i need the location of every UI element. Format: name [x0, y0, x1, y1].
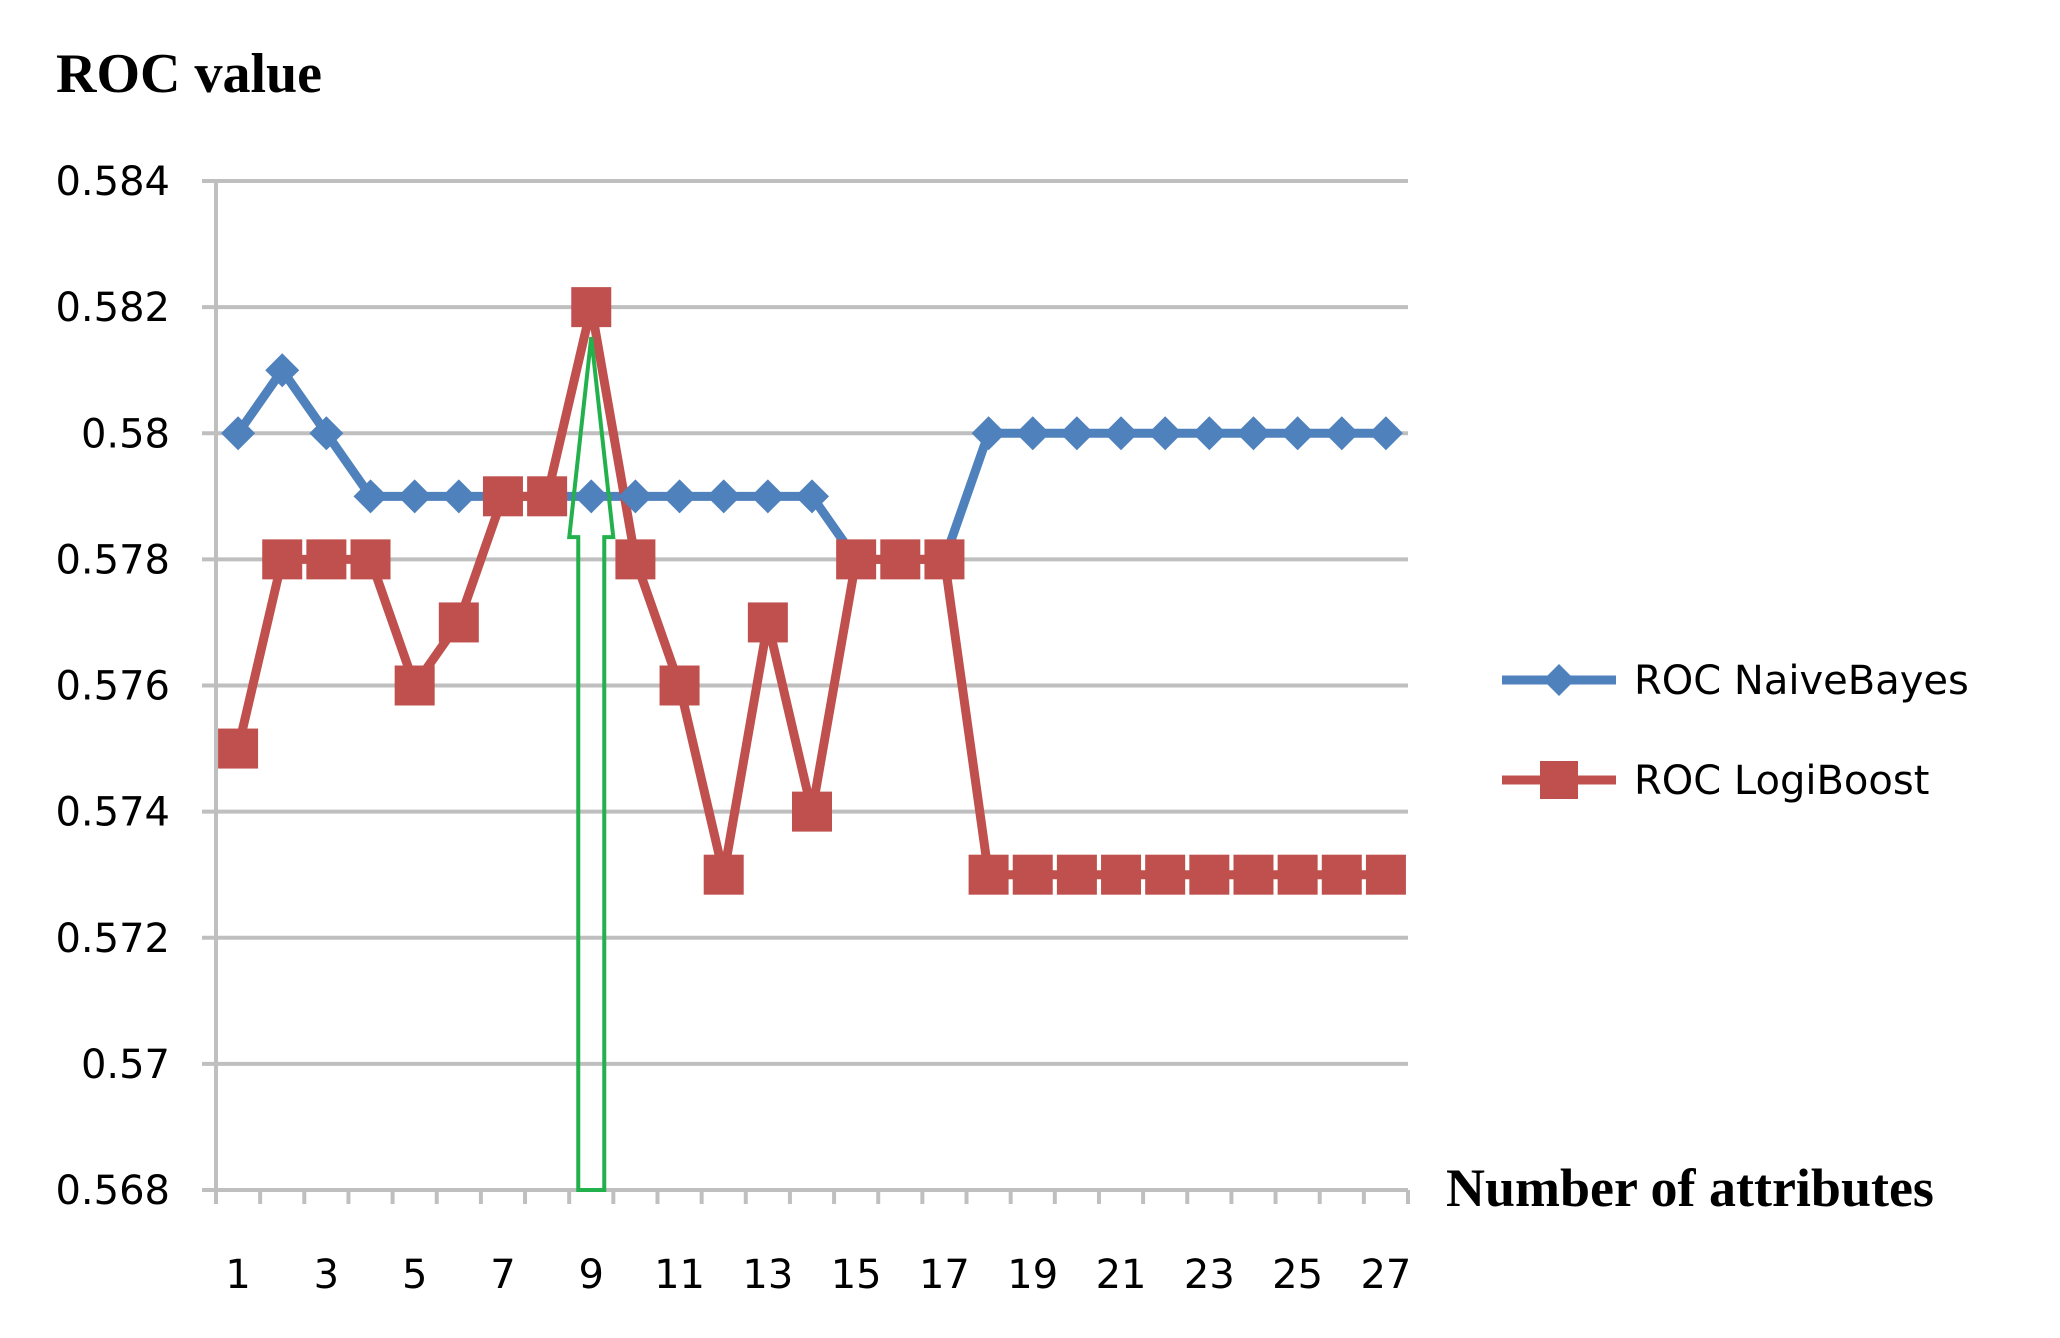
point-naivebayes — [1104, 416, 1139, 451]
x-tick-labels: 1 3 5 7 9 11 13 15 17 19 21 23 25 27 — [225, 1252, 1411, 1298]
point-naivebayes — [1148, 416, 1183, 451]
annotation-arrow — [567, 336, 616, 1192]
point-naivebayes — [971, 416, 1006, 451]
axes — [202, 179, 1410, 1204]
green-arrow-outline — [567, 336, 616, 1192]
point-naivebayes — [1324, 416, 1359, 451]
point-logiboost — [1233, 854, 1274, 895]
y-tick-label: 0.572 — [55, 916, 170, 962]
x-tick-label: 7 — [490, 1252, 515, 1298]
legend: ROC NaiveBayes ROC LogiBoost — [1502, 658, 1969, 804]
point-naivebayes — [1015, 416, 1050, 451]
point-naivebayes — [750, 479, 785, 514]
point-logiboost — [615, 539, 656, 580]
point-logiboost — [659, 665, 700, 706]
x-tick-label: 9 — [579, 1252, 604, 1298]
series-line-0 — [234, 365, 1386, 564]
x-tick-label: 27 — [1360, 1252, 1411, 1298]
x-tick-label: 3 — [314, 1252, 339, 1298]
point-naivebayes — [221, 416, 256, 451]
point-naivebayes — [662, 479, 697, 514]
y-tick-label: 0.574 — [55, 790, 170, 836]
point-naivebayes — [1368, 416, 1403, 451]
series-line-1 — [233, 302, 1386, 880]
point-logiboost — [1056, 854, 1097, 895]
legend-item-naivebayes: ROC NaiveBayes — [1502, 658, 1969, 704]
legend-label-naivebayes: ROC NaiveBayes — [1634, 658, 1969, 704]
point-logiboost — [836, 539, 877, 580]
x-tick-label: 21 — [1096, 1252, 1147, 1298]
point-logiboost — [482, 476, 523, 517]
x-tick-label: 19 — [1007, 1252, 1058, 1298]
point-logiboost — [703, 854, 744, 895]
y-tick-label: 0.568 — [55, 1168, 170, 1214]
point-naivebayes — [265, 353, 300, 388]
point-logiboost — [262, 539, 303, 580]
series-markers — [218, 287, 1406, 895]
x-tick-label: 11 — [654, 1252, 705, 1298]
x-tick-label: 1 — [225, 1252, 250, 1298]
point-naivebayes — [574, 479, 609, 514]
point-logiboost — [747, 602, 788, 643]
legend-label-logiboost: ROC LogiBoost — [1634, 758, 1929, 804]
point-naivebayes — [353, 479, 388, 514]
point-naivebayes — [1059, 416, 1094, 451]
x-tick-label: 17 — [919, 1252, 970, 1298]
point-logiboost — [1277, 854, 1318, 895]
point-logiboost — [394, 665, 435, 706]
point-logiboost — [306, 539, 347, 580]
point-logiboost — [527, 476, 568, 517]
point-logiboost — [1012, 854, 1053, 895]
x-tick-label: 23 — [1184, 1252, 1235, 1298]
point-logiboost — [1189, 854, 1230, 895]
x-axis-label: Number of attributes — [1446, 1158, 1934, 1218]
x-tick-label: 25 — [1272, 1252, 1323, 1298]
point-logiboost — [1101, 854, 1142, 895]
point-naivebayes — [1192, 416, 1227, 451]
x-tick-label: 13 — [742, 1252, 793, 1298]
point-logiboost — [792, 791, 832, 832]
point-naivebayes — [618, 479, 653, 514]
x-tick-label: 15 — [831, 1252, 882, 1298]
point-logiboost — [880, 539, 921, 580]
y-tick-labels: 0.568 0.57 0.572 0.574 0.576 0.578 0.58 0.582 0.… — [55, 159, 170, 1214]
y-axis-label: ROC value — [56, 43, 322, 105]
x-tick-label: 5 — [402, 1252, 427, 1298]
y-tick-label: 0.57 — [81, 1042, 170, 1088]
point-logiboost — [1365, 854, 1406, 895]
y-tick-label: 0.58 — [81, 411, 170, 457]
point-logiboost — [1145, 854, 1186, 895]
point-logiboost — [350, 539, 391, 580]
point-logiboost — [1321, 854, 1362, 895]
point-logiboost — [571, 287, 612, 328]
y-tick-label: 0.576 — [55, 664, 170, 710]
series-lines — [233, 302, 1386, 880]
point-logiboost — [438, 602, 479, 643]
point-naivebayes — [309, 416, 344, 451]
point-naivebayes — [397, 479, 432, 514]
point-logiboost — [218, 728, 259, 769]
point-naivebayes — [1236, 416, 1271, 451]
point-logiboost — [968, 854, 1009, 895]
point-naivebayes — [441, 479, 476, 514]
y-tick-label: 0.584 — [55, 159, 170, 205]
y-tick-label: 0.578 — [55, 537, 170, 583]
point-naivebayes — [1280, 416, 1315, 451]
legend-item-logiboost: ROC LogiBoost — [1502, 758, 1929, 804]
point-logiboost — [924, 539, 965, 580]
y-tick-label: 0.582 — [55, 285, 170, 331]
point-naivebayes — [795, 479, 829, 514]
point-naivebayes — [706, 479, 741, 514]
